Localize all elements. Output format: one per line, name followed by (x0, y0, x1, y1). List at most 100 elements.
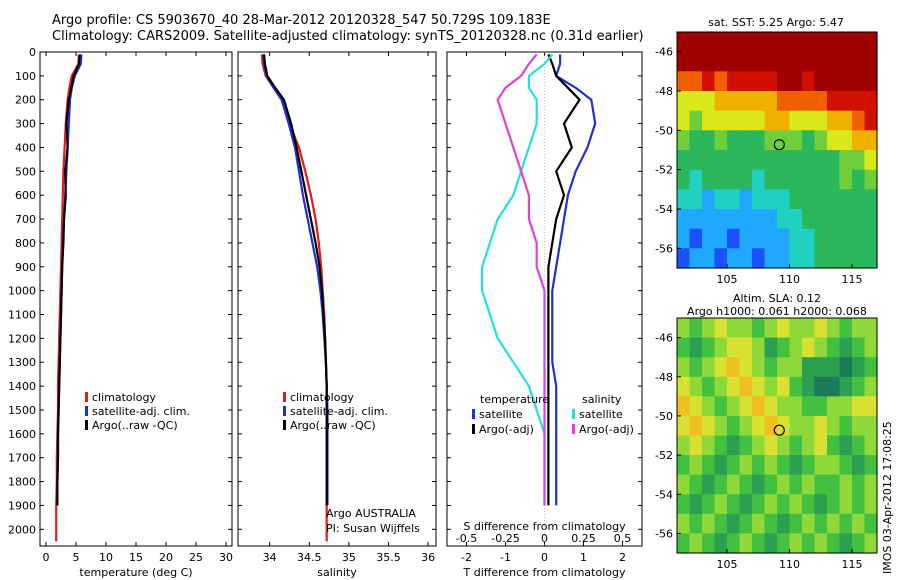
sla-map-xtick-label: 110 (779, 558, 800, 571)
sst-map-cell (839, 110, 853, 131)
salinity-annotation-line2: PI: Susan Wijffels (326, 522, 420, 535)
sst-map-cell (727, 248, 741, 269)
sst-map-cell (752, 228, 766, 249)
ytick-label-1100: 1100 (8, 309, 36, 322)
sla-map-cell (814, 474, 828, 495)
ytick-label-500: 500 (15, 165, 36, 178)
sst-map-cell (852, 130, 866, 151)
sla-map-xtick-label: 115 (842, 558, 863, 571)
sst-map-cell (727, 228, 741, 249)
sla-map-cell (852, 513, 866, 534)
sst-map-cell (777, 91, 791, 112)
sst-map-cell (764, 91, 778, 112)
sst-map-cell (852, 110, 866, 131)
sla-map-cell (689, 513, 703, 534)
sst-map-cell (802, 169, 816, 190)
sst-map-argo-marker (773, 139, 785, 151)
sla-map-cell (777, 415, 791, 437)
sst-map-cell (814, 51, 828, 72)
sst-map-cell (677, 71, 691, 92)
sla-map-cell (689, 455, 703, 476)
difference-legend-swatch-black (472, 424, 475, 434)
ytick-label-900: 900 (15, 261, 36, 274)
sst-map-cell (789, 110, 803, 131)
sst-map-cell (777, 189, 791, 210)
temperature-xtick-label: 20 (159, 551, 173, 564)
sst-map-cell (689, 209, 703, 230)
sst-map-cell (864, 169, 878, 190)
sla-map-cell (764, 357, 778, 378)
sst-map-cell (702, 228, 716, 249)
sst-map-cell (839, 91, 853, 112)
sst-map-cell (864, 209, 878, 230)
sst-map-cell (802, 228, 816, 249)
sla-map-cell (727, 415, 741, 437)
sst-map-cell (677, 91, 691, 112)
sla-map-cell (714, 474, 728, 495)
sst-map-cell (814, 248, 828, 269)
sst-map-cell (727, 189, 741, 210)
sla-map-cell (677, 376, 691, 397)
sst-map-cell (764, 71, 778, 92)
sst-map-xtick-label: 105 (717, 273, 738, 286)
sla-map-cell (752, 415, 766, 437)
sst-map-cell (839, 150, 853, 171)
sst-map-cell (864, 110, 878, 131)
sst-map-cell (839, 228, 853, 249)
sst-map-cell (752, 32, 766, 53)
sla-map-cell (764, 337, 778, 358)
sst-map-cell (777, 169, 791, 190)
sst-map-title: sat. SST: 5.25 Argo: 5.47 (708, 16, 844, 29)
sla-map-cell (852, 455, 866, 476)
sst-map-cell (689, 91, 703, 112)
sla-map-cell (727, 337, 741, 358)
sla-map-cell (814, 494, 828, 515)
difference-legend-header-salinity: salinity (582, 393, 622, 406)
sla-map-cell (802, 396, 816, 417)
sst-map-cell (689, 32, 703, 53)
sla-map-cell (827, 337, 841, 358)
sst-map-cell (689, 228, 703, 249)
sla-map-cell (814, 435, 828, 456)
sst-map-cell (752, 189, 766, 210)
sst-map-cell (764, 32, 778, 53)
sst-map-ytick-label: -46 (655, 46, 673, 59)
sst-map-cell (864, 91, 878, 112)
sla-map-cell (764, 318, 778, 339)
sst-map-cell (714, 169, 728, 190)
sla-map-cell (714, 513, 728, 534)
difference-series-cyan-line (481, 53, 554, 506)
sla-map-cell (802, 494, 816, 515)
sst-map-cell (802, 248, 816, 269)
sst-map-cell (789, 209, 803, 230)
sst-map-cell (839, 189, 853, 210)
sla-map-cell (852, 357, 866, 378)
ytick-label-1400: 1400 (8, 380, 36, 393)
salinity-xtick-label: 36 (421, 551, 435, 564)
sst-map-cell (752, 91, 766, 112)
sst-map-cell (689, 169, 703, 190)
sla-map-cell (727, 435, 741, 456)
sla-map-cell (689, 376, 703, 397)
sla-map-cell (752, 318, 766, 339)
sst-map-cell (802, 32, 816, 53)
sst-map-frame (676, 31, 878, 269)
sst-map-cell (727, 150, 741, 171)
sst-map-cell (814, 32, 828, 53)
sla-map-cell (789, 533, 803, 554)
sla-map-cell (739, 415, 753, 437)
sla-map-ytick-label: -56 (655, 527, 673, 540)
temperature-legend-swatch-blue (85, 406, 88, 416)
sst-map-cell (827, 228, 841, 249)
sst-map-cell (689, 110, 703, 131)
sst-map-cell (677, 228, 691, 249)
sla-map-cell (714, 435, 728, 456)
sst-map-cell (752, 130, 766, 151)
sla-map-cell (789, 337, 803, 358)
sla-map-cell (777, 337, 791, 358)
sst-map-cell (764, 150, 778, 171)
sla-map-cell (839, 337, 853, 358)
sst-map-cell (814, 209, 828, 230)
sst-map-cell (777, 71, 791, 92)
sst-map-cell (802, 110, 816, 131)
